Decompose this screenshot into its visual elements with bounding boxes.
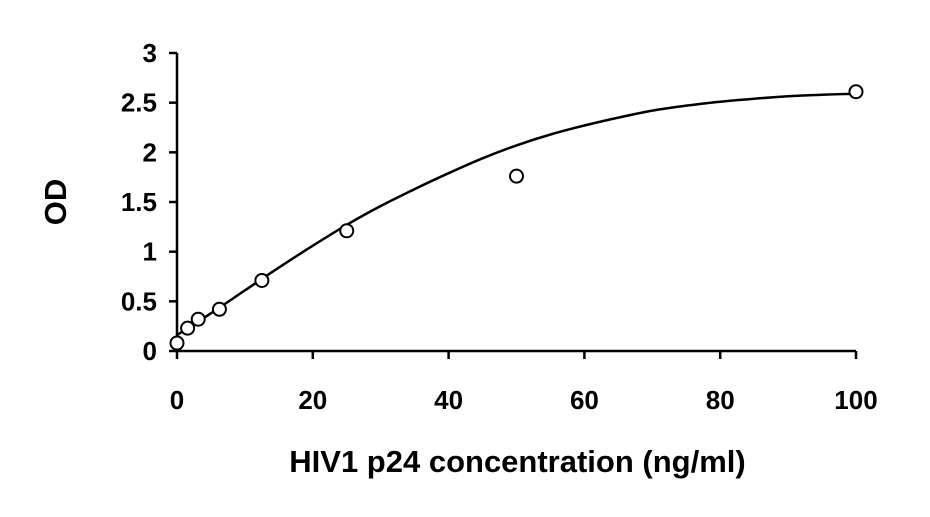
y-tick-label: 3: [143, 38, 157, 68]
x-tick-label: 100: [834, 385, 877, 415]
data-points: [169, 84, 864, 351]
x-tick-label: 20: [298, 385, 327, 415]
y-tick-label: 2: [143, 137, 157, 167]
x-tick-label: 0: [170, 385, 184, 415]
x-tick-label: 40: [434, 385, 463, 415]
y-tick-label: 0: [143, 336, 157, 366]
x-tick-label: 80: [706, 385, 735, 415]
y-axis-title: OD: [38, 179, 73, 226]
data-point: [169, 335, 185, 351]
data-point: [848, 84, 864, 100]
y-tick-label: 1: [143, 237, 157, 267]
data-point: [339, 223, 355, 239]
y-tick-label: 0.5: [121, 286, 157, 316]
data-point: [190, 311, 206, 327]
plot-area: 0 0.5 1 1.5 2 2.5 3 0 20 40 60 80 100: [121, 38, 878, 415]
x-axis-title: HIV1 p24 concentration (ng/ml): [289, 444, 745, 479]
y-tick-label: 2.5: [121, 88, 157, 118]
fit-curve: [176, 92, 857, 337]
x-tick-label: 60: [570, 385, 599, 415]
y-tick-label: 1.5: [121, 187, 157, 217]
x-ticks: 0 20 40 60 80 100: [170, 351, 878, 415]
data-point: [211, 301, 227, 317]
data-point: [509, 168, 524, 184]
y-ticks: 0 0.5 1 1.5 2 2.5 3: [121, 38, 177, 366]
data-point: [180, 320, 196, 336]
data-point: [254, 272, 270, 288]
